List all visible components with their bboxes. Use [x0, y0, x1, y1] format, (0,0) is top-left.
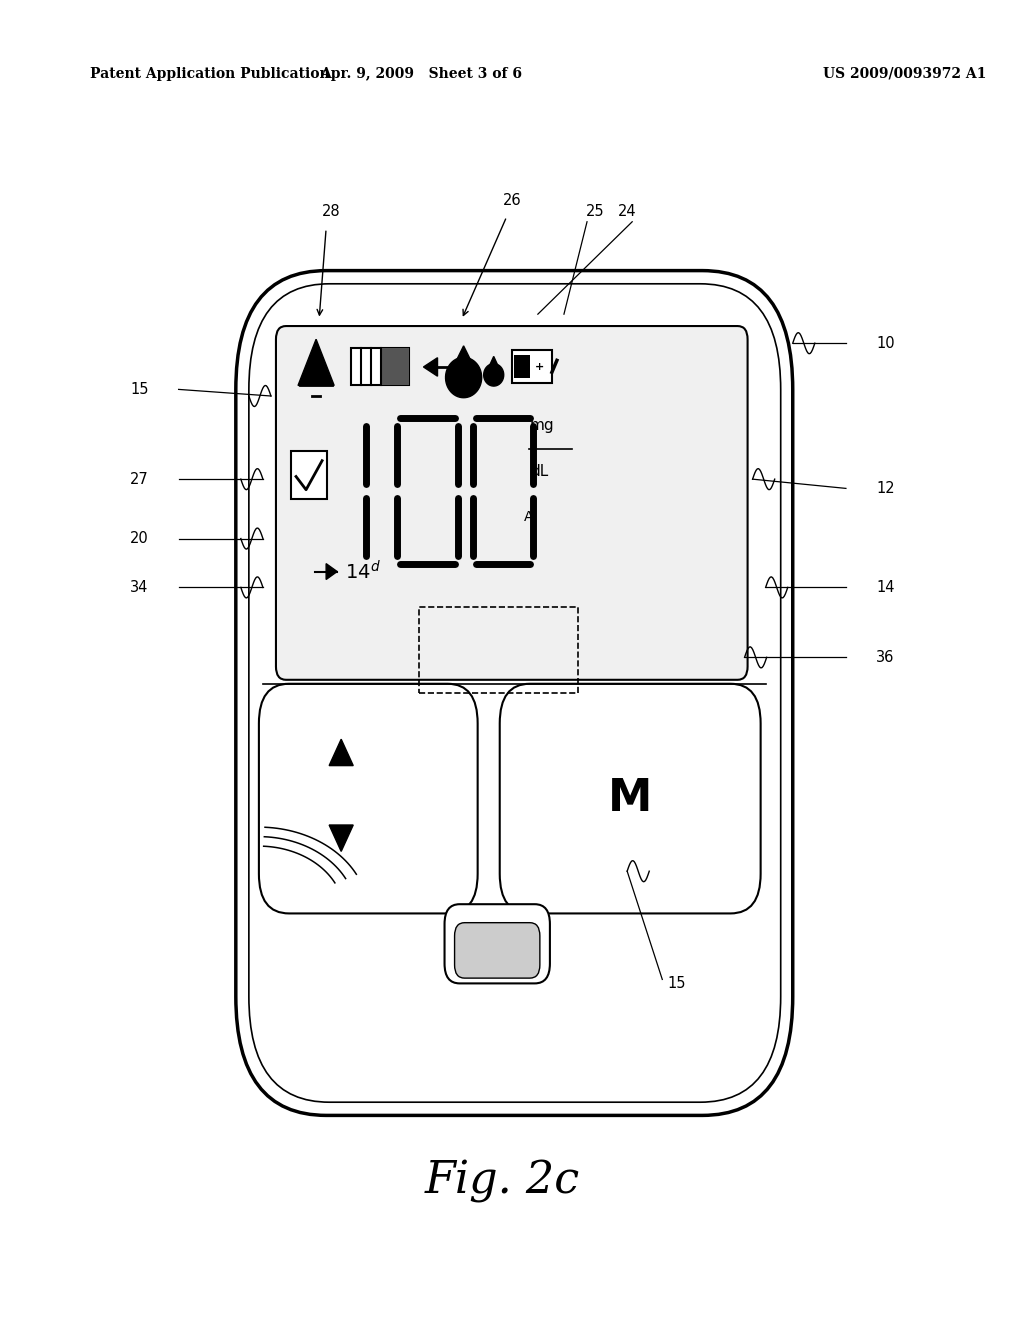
FancyBboxPatch shape — [259, 684, 477, 913]
Text: Apr. 9, 2009   Sheet 3 of 6: Apr. 9, 2009 Sheet 3 of 6 — [321, 67, 522, 81]
Polygon shape — [298, 339, 334, 385]
Text: M: M — [608, 777, 652, 820]
Text: 26: 26 — [503, 193, 521, 209]
Text: $14^d$: $14^d$ — [345, 560, 381, 583]
Polygon shape — [424, 358, 437, 376]
Text: 15: 15 — [668, 975, 686, 991]
FancyBboxPatch shape — [500, 684, 761, 913]
FancyBboxPatch shape — [236, 271, 793, 1115]
Text: 34: 34 — [130, 579, 148, 595]
Text: 20: 20 — [130, 531, 148, 546]
Bar — [514, 355, 529, 378]
Polygon shape — [487, 356, 500, 370]
Text: 15: 15 — [130, 381, 148, 397]
Text: dL: dL — [529, 463, 548, 479]
Text: 25: 25 — [586, 203, 604, 219]
Text: 10: 10 — [876, 335, 895, 351]
Polygon shape — [329, 739, 353, 766]
FancyBboxPatch shape — [275, 326, 748, 680]
Text: +: + — [536, 362, 545, 372]
Bar — [381, 348, 410, 385]
Text: 12: 12 — [876, 480, 895, 496]
FancyBboxPatch shape — [455, 923, 540, 978]
Polygon shape — [329, 825, 353, 851]
Polygon shape — [326, 564, 337, 579]
Text: 28: 28 — [322, 203, 340, 219]
Text: 24: 24 — [617, 203, 637, 219]
Bar — [420, 607, 578, 693]
Polygon shape — [445, 358, 481, 397]
Bar — [291, 451, 327, 499]
FancyBboxPatch shape — [444, 904, 550, 983]
Text: 14: 14 — [876, 579, 895, 595]
Polygon shape — [483, 364, 504, 385]
Text: Patent Application Publication: Patent Application Publication — [90, 67, 330, 81]
Text: 27: 27 — [130, 471, 148, 487]
Text: Fig. 2c: Fig. 2c — [424, 1160, 580, 1203]
Polygon shape — [453, 346, 475, 368]
Text: mg: mg — [529, 417, 554, 433]
Bar — [512, 350, 552, 383]
Bar — [351, 348, 410, 385]
Text: US 2009/0093972 A1: US 2009/0093972 A1 — [823, 67, 986, 81]
Text: 36: 36 — [876, 649, 894, 665]
Text: A: A — [524, 511, 534, 524]
